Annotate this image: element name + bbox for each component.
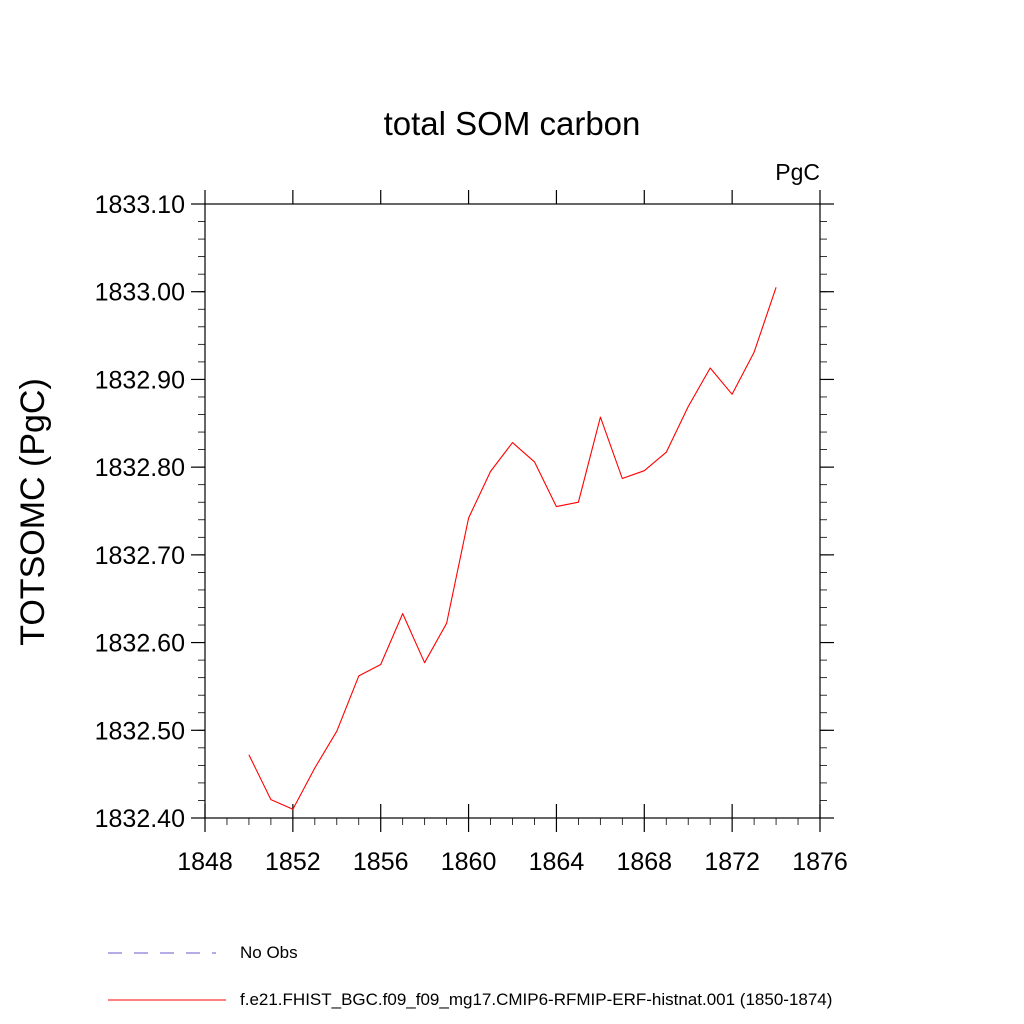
legend-dashed-line-swatch [108, 952, 216, 954]
legend-item-no-obs: No Obs [108, 943, 298, 963]
series-layer [248, 287, 777, 810]
x-tick-label: 1876 [792, 848, 848, 876]
y-tick-label: 1832.60 [95, 630, 185, 658]
y-tick-label: 1833.10 [95, 191, 185, 219]
minor-ticks [198, 203, 827, 825]
y-tick-label: 1832.50 [95, 717, 185, 745]
plot-area-frame [204, 203, 821, 819]
y-tick-label: 1832.40 [95, 805, 185, 833]
y-axis-title: TOTSOMC (PgC) [14, 378, 52, 646]
y-tick-label: 1832.90 [95, 366, 185, 394]
x-tick-label: 1872 [704, 848, 760, 876]
x-tick-label: 1864 [529, 848, 585, 876]
y-tick-label: 1832.70 [95, 542, 185, 570]
y-tick-label: 1832.80 [95, 454, 185, 482]
x-tick-label: 1860 [441, 848, 497, 876]
legend-label-no-obs: No Obs [240, 943, 298, 962]
chart-title: total SOM carbon [384, 105, 641, 142]
series-line-0 [248, 287, 777, 810]
legend-label-model-run: f.e21.FHIST_BGC.f09_f09_mg17.CMIP6-RFMIP… [240, 990, 833, 1009]
x-axis-ticks: 1848 1852 1856 1860 1864 1868 1872 1876 [177, 190, 848, 876]
x-tick-label: 1868 [616, 848, 672, 876]
x-tick-label: 1848 [177, 848, 233, 876]
legend-solid-line-swatch [108, 999, 226, 1001]
y-axis-ticks: 1832.40 1832.50 1832.60 1832.70 1832.80 1832.… [95, 191, 834, 833]
y-tick-label: 1833.00 [95, 279, 185, 307]
legend-item-model-run: f.e21.FHIST_BGC.f09_f09_mg17.CMIP6-RFMIP… [108, 990, 832, 1010]
x-tick-label: 1856 [353, 848, 409, 876]
x-tick-label: 1852 [265, 848, 321, 876]
units-label: PgC [775, 159, 820, 185]
